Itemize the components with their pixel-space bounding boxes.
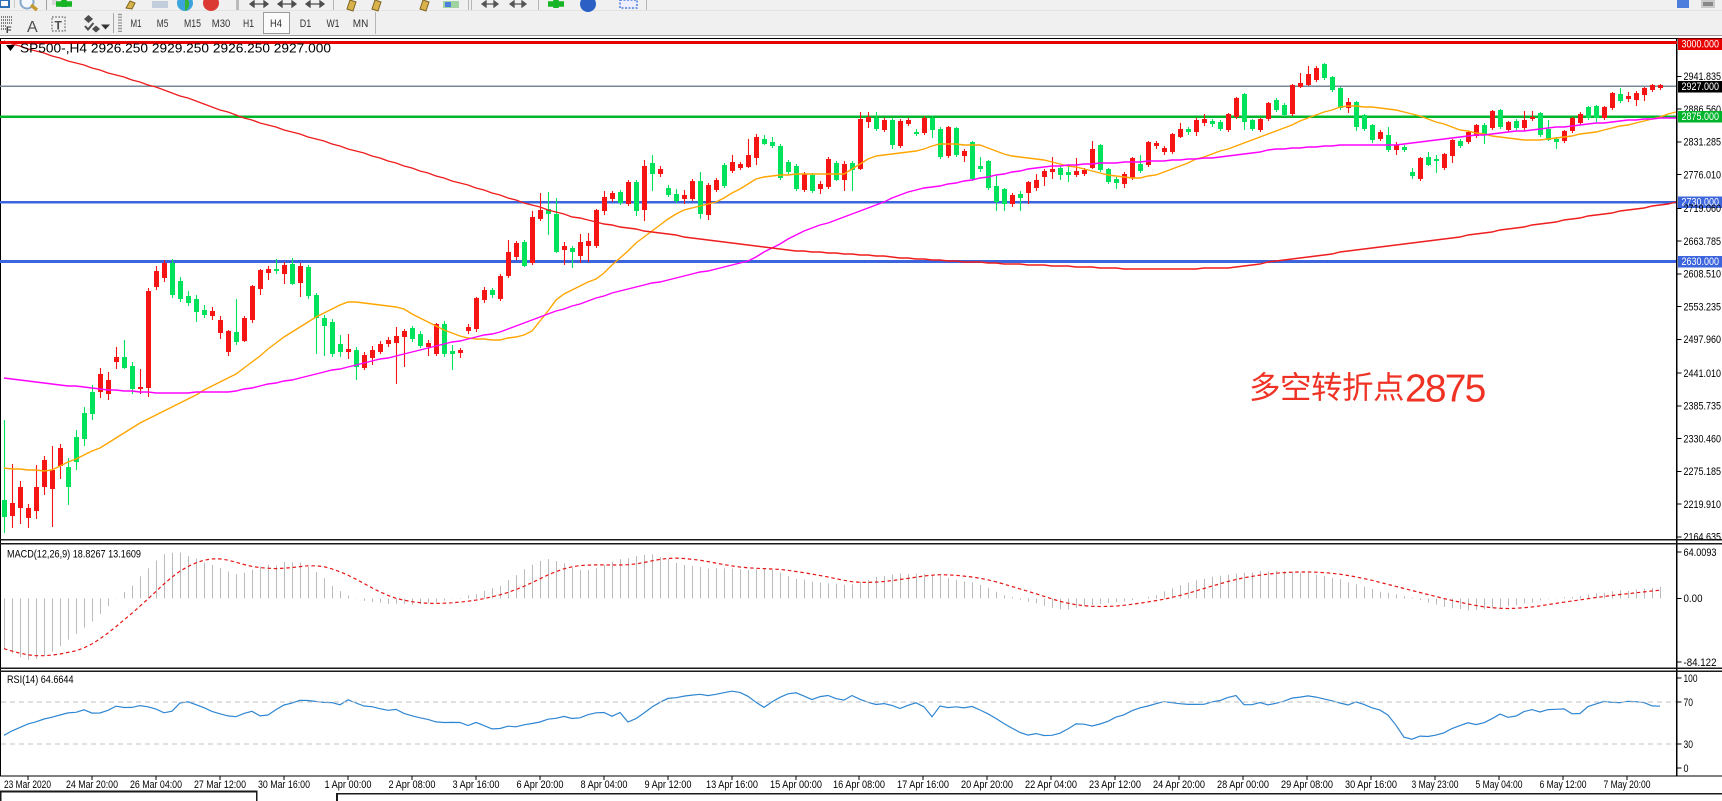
svg-text:3 Apr 16:00: 3 Apr 16:00: [453, 779, 500, 791]
svg-text:M15: M15: [184, 18, 201, 30]
svg-text:22 Apr 04:00: 22 Apr 04:00: [1025, 779, 1077, 791]
svg-text:M30: M30: [212, 18, 231, 30]
svg-text:30: 30: [1684, 739, 1694, 751]
svg-text:23 Apr 12:00: 23 Apr 12:00: [1089, 779, 1141, 791]
svg-text:2875.000: 2875.000: [1682, 111, 1720, 123]
svg-text:-84.122: -84.122: [1684, 657, 1717, 669]
svg-text:30 Mar 16:00: 30 Mar 16:00: [258, 779, 310, 791]
svg-text:70: 70: [1684, 697, 1694, 709]
svg-text:2663.785: 2663.785: [1684, 236, 1722, 248]
svg-text:15 Apr 00:00: 15 Apr 00:00: [770, 779, 822, 791]
svg-text:5 May 04:00: 5 May 04:00: [1476, 779, 1523, 791]
svg-text:26 Mar 04:00: 26 Mar 04:00: [130, 779, 182, 791]
svg-text:2776.010: 2776.010: [1684, 169, 1722, 181]
svg-text:30 Apr 16:00: 30 Apr 16:00: [1345, 779, 1397, 791]
svg-text:D1: D1: [300, 18, 312, 30]
svg-text:2 Apr 08:00: 2 Apr 08:00: [389, 779, 436, 791]
svg-text:2330.460: 2330.460: [1684, 433, 1722, 445]
svg-text:7 May 20:00: 7 May 20:00: [1604, 779, 1651, 791]
svg-text:2875: 2875: [1405, 368, 1486, 411]
svg-text:2441.010: 2441.010: [1684, 368, 1722, 380]
svg-text:2730.000: 2730.000: [1682, 197, 1720, 209]
svg-text:24 Mar 20:00: 24 Mar 20:00: [66, 779, 118, 791]
svg-text:W1: W1: [327, 18, 340, 30]
svg-text:MN: MN: [353, 18, 369, 30]
svg-text:0.00: 0.00: [1684, 593, 1703, 605]
svg-text:M1: M1: [131, 18, 142, 30]
svg-text:1 Apr 00:00: 1 Apr 00:00: [325, 779, 372, 791]
svg-text:2608.510: 2608.510: [1684, 269, 1722, 281]
svg-text:SP500-,H4 2926.250 2929.250 2: SP500-,H4 2926.250 2929.250 2926.250 292…: [20, 41, 331, 56]
svg-text:0: 0: [1684, 763, 1689, 775]
svg-text:2219.910: 2219.910: [1684, 499, 1722, 511]
svg-text:2941.835: 2941.835: [1684, 71, 1722, 83]
svg-text:2719.060: 2719.060: [1684, 203, 1722, 215]
svg-text:2927.000: 2927.000: [1682, 81, 1720, 93]
svg-text:3000.000: 3000.000: [1682, 39, 1720, 51]
svg-text:MACD(12,26,9) 18.8267 13.1609: MACD(12,26,9) 18.8267 13.1609: [7, 549, 141, 561]
svg-text:9 Apr 12:00: 9 Apr 12:00: [645, 779, 692, 791]
svg-text:3 May 23:00: 3 May 23:00: [1412, 779, 1459, 791]
svg-text:2385.735: 2385.735: [1684, 401, 1722, 413]
svg-text:8 Apr 04:00: 8 Apr 04:00: [581, 779, 628, 791]
svg-text:2630.000: 2630.000: [1682, 256, 1720, 268]
svg-text:24 Apr 20:00: 24 Apr 20:00: [1153, 779, 1205, 791]
svg-text:100: 100: [1684, 673, 1698, 685]
svg-text:F: F: [6, 25, 12, 35]
svg-text:T: T: [55, 19, 63, 33]
svg-text:M5: M5: [157, 18, 169, 30]
svg-text:13 Apr 16:00: 13 Apr 16:00: [706, 779, 758, 791]
svg-text:H4: H4: [270, 18, 282, 30]
svg-text:6 May 12:00: 6 May 12:00: [1540, 779, 1587, 791]
svg-text:64.0093: 64.0093: [1684, 547, 1717, 559]
svg-text:2553.235: 2553.235: [1684, 301, 1722, 313]
svg-text:2275.185: 2275.185: [1684, 466, 1722, 478]
svg-text:28 Apr 00:00: 28 Apr 00:00: [1217, 779, 1269, 791]
svg-text:2497.960: 2497.960: [1684, 334, 1722, 346]
svg-text:A: A: [27, 19, 38, 36]
svg-text:2831.285: 2831.285: [1684, 137, 1722, 149]
svg-text:H1: H1: [243, 18, 254, 30]
svg-text:27 Mar 12:00: 27 Mar 12:00: [194, 779, 246, 791]
svg-text:17 Apr 16:00: 17 Apr 16:00: [897, 779, 949, 791]
svg-text:6 Apr 20:00: 6 Apr 20:00: [517, 779, 564, 791]
svg-text:20 Apr 20:00: 20 Apr 20:00: [961, 779, 1013, 791]
svg-text:16 Apr 08:00: 16 Apr 08:00: [833, 779, 885, 791]
svg-text:2164.635: 2164.635: [1684, 532, 1722, 544]
svg-text:29 Apr 08:00: 29 Apr 08:00: [1281, 779, 1333, 791]
svg-text:RSI(14) 64.6644: RSI(14) 64.6644: [7, 674, 74, 686]
svg-text:23 Mar 2020: 23 Mar 2020: [4, 779, 51, 791]
